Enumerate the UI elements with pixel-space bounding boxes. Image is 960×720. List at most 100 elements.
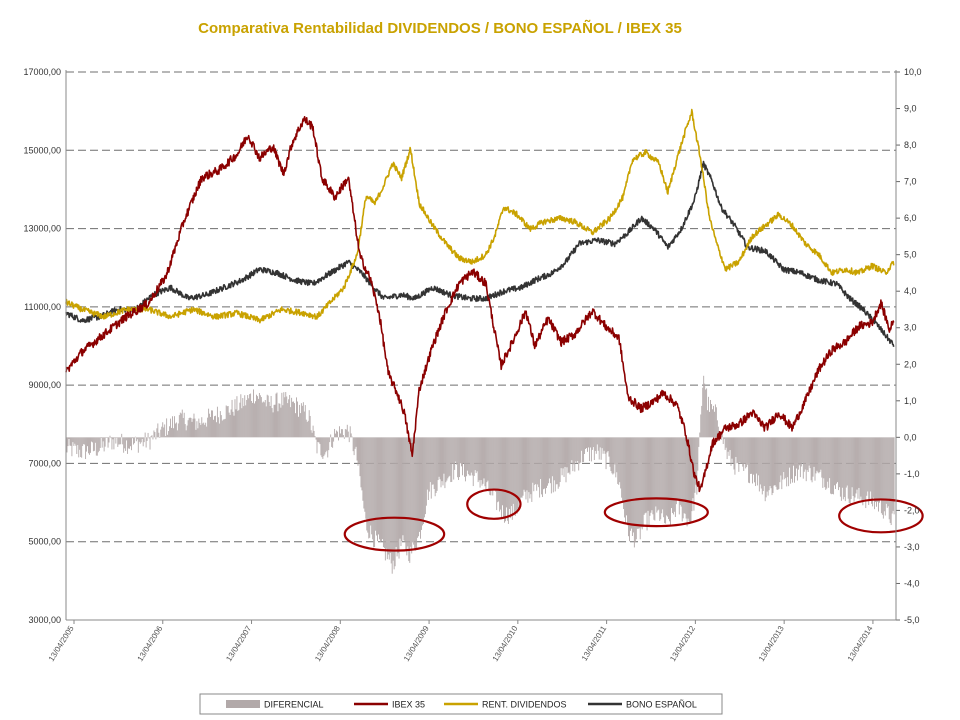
diferencial-bar — [547, 437, 548, 486]
diferencial-bar — [845, 437, 847, 488]
diferencial-bar — [744, 437, 746, 464]
diferencial-bar — [566, 437, 568, 468]
diferencial-bar — [201, 417, 203, 438]
diferencial-bar — [278, 403, 280, 438]
diferencial-bar — [809, 437, 811, 469]
diferencial-bar — [277, 411, 279, 438]
diferencial-bar — [422, 437, 424, 525]
diferencial-bar — [837, 437, 838, 483]
diferencial-bar — [228, 412, 230, 438]
diferencial-bar — [541, 437, 543, 495]
diferencial-bar — [656, 437, 658, 513]
diferencial-bar — [769, 437, 771, 486]
diferencial-bar — [679, 437, 681, 505]
diferencial-bar — [643, 437, 645, 515]
diferencial-bar — [318, 437, 320, 443]
diferencial-bar — [131, 437, 132, 451]
diferencial-bar — [699, 432, 701, 438]
diferencial-bar — [657, 437, 659, 511]
diferencial-bar — [589, 437, 591, 448]
diferencial-bar — [873, 437, 875, 498]
diferencial-bar — [293, 401, 295, 438]
diferencial-bar — [836, 437, 837, 484]
diferencial-bar — [255, 401, 256, 438]
diferencial-bar — [708, 396, 710, 438]
diferencial-bar — [724, 437, 726, 450]
diferencial-bar — [137, 437, 139, 453]
diferencial-bar — [148, 437, 150, 439]
diferencial-bar — [571, 437, 573, 461]
diferencial-bar — [116, 437, 118, 438]
diferencial-bar — [376, 437, 378, 536]
diferencial-bar — [90, 437, 91, 453]
diferencial-bar — [458, 437, 460, 481]
diferencial-bar — [381, 437, 382, 541]
diferencial-bar — [615, 437, 617, 478]
diferencial-bar — [350, 433, 352, 438]
diferencial-bar — [607, 437, 609, 452]
diferencial-bar — [778, 437, 780, 489]
diferencial-bar — [574, 437, 576, 472]
y-right-tick-label: 7,0 — [904, 177, 917, 187]
diferencial-bar — [96, 437, 98, 456]
diferencial-bar — [514, 437, 516, 516]
y-left-tick-label: 11000,00 — [24, 302, 61, 312]
diferencial-bar — [502, 437, 503, 506]
diferencial-bar — [497, 437, 499, 503]
y-left-tick-label: 15000,00 — [23, 145, 61, 155]
diferencial-bar — [575, 437, 577, 462]
diferencial-bar — [275, 393, 277, 438]
diferencial-bar — [340, 429, 342, 438]
diferencial-bar — [671, 437, 673, 513]
diferencial-bar — [781, 437, 783, 490]
diferencial-bar — [209, 413, 211, 438]
diferencial-bar — [525, 437, 527, 500]
diferencial-bar — [509, 437, 511, 519]
diferencial-bar — [846, 437, 848, 486]
diferencial-bar — [663, 437, 665, 518]
diferencial-bar — [459, 437, 461, 478]
diferencial-bar — [532, 437, 534, 483]
diferencial-bar — [606, 437, 608, 453]
diferencial-bar — [573, 437, 575, 465]
diferencial-bar — [158, 432, 160, 438]
diferencial-bar — [361, 437, 363, 491]
diferencial-bar — [520, 437, 522, 498]
legend-label-ibex-35: IBEX 35 — [392, 700, 425, 710]
diferencial-bar — [534, 437, 536, 485]
diferencial-bar — [604, 437, 606, 454]
diferencial-bar — [880, 437, 882, 514]
diferencial-bar — [87, 437, 88, 447]
diferencial-bar — [449, 437, 451, 476]
diferencial-bar — [211, 410, 212, 438]
diferencial-bar — [133, 437, 135, 444]
diferencial-bar — [524, 437, 526, 492]
diferencial-bar — [597, 437, 599, 451]
diferencial-bar — [481, 437, 483, 486]
diferencial-bar — [578, 437, 580, 471]
diferencial-bar — [145, 437, 147, 448]
diferencial-bar — [548, 437, 550, 479]
legend-label-diferencial: DIFERENCIAL — [264, 700, 324, 710]
diferencial-bar — [322, 437, 324, 459]
diferencial-bar — [416, 437, 418, 550]
diferencial-bar — [221, 420, 223, 438]
diferencial-bar — [327, 437, 329, 458]
diferencial-bar — [879, 437, 881, 500]
diferencial-bar — [291, 397, 293, 438]
annotation-ellipse — [343, 516, 446, 552]
diferencial-bar — [732, 437, 734, 464]
diferencial-bar — [588, 437, 589, 448]
diferencial-bar — [496, 437, 498, 511]
diferencial-bar — [675, 437, 677, 505]
diferencial-bar — [119, 437, 121, 445]
annotation-ellipse — [603, 497, 709, 528]
diferencial-bar — [118, 437, 120, 445]
diferencial-bar — [321, 437, 323, 458]
diferencial-bar — [729, 437, 731, 451]
diferencial-bar — [860, 437, 862, 497]
diferencial-bar — [83, 437, 85, 445]
diferencial-bar — [507, 437, 509, 524]
diferencial-bar — [355, 437, 357, 447]
diferencial-bar — [195, 429, 197, 438]
